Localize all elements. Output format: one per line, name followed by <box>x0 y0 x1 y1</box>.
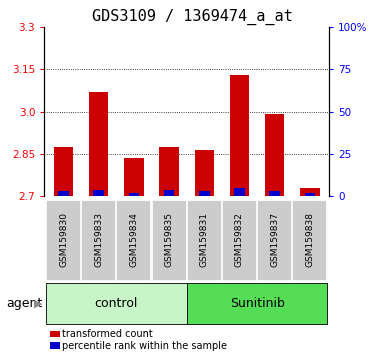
Bar <box>230 75 249 196</box>
Text: GDS3109 / 1369474_a_at: GDS3109 / 1369474_a_at <box>92 9 293 25</box>
Bar <box>199 192 209 196</box>
Bar <box>89 92 109 196</box>
Text: GSM159834: GSM159834 <box>129 212 139 267</box>
Text: GSM159831: GSM159831 <box>200 212 209 267</box>
Text: agent: agent <box>6 297 42 310</box>
Text: GSM159830: GSM159830 <box>59 212 68 267</box>
Bar <box>195 150 214 196</box>
Text: GSM159838: GSM159838 <box>305 212 314 267</box>
Text: percentile rank within the sample: percentile rank within the sample <box>62 341 228 350</box>
Bar <box>54 147 73 196</box>
Text: transformed count: transformed count <box>62 329 153 339</box>
Bar <box>129 193 139 196</box>
Bar <box>164 190 174 196</box>
Bar <box>265 114 285 196</box>
Text: GSM159837: GSM159837 <box>270 212 279 267</box>
Text: GSM159833: GSM159833 <box>94 212 103 267</box>
Text: GSM159835: GSM159835 <box>165 212 174 267</box>
Text: GSM159832: GSM159832 <box>235 212 244 267</box>
Bar <box>124 158 144 196</box>
Bar <box>159 147 179 196</box>
Bar <box>305 193 315 196</box>
Bar <box>94 190 104 196</box>
Text: ▶: ▶ <box>34 298 42 309</box>
Bar <box>234 188 245 196</box>
Text: Sunitinib: Sunitinib <box>229 297 285 310</box>
Bar <box>270 192 280 196</box>
Text: control: control <box>95 297 138 310</box>
Bar <box>300 188 320 196</box>
Bar <box>58 192 69 196</box>
